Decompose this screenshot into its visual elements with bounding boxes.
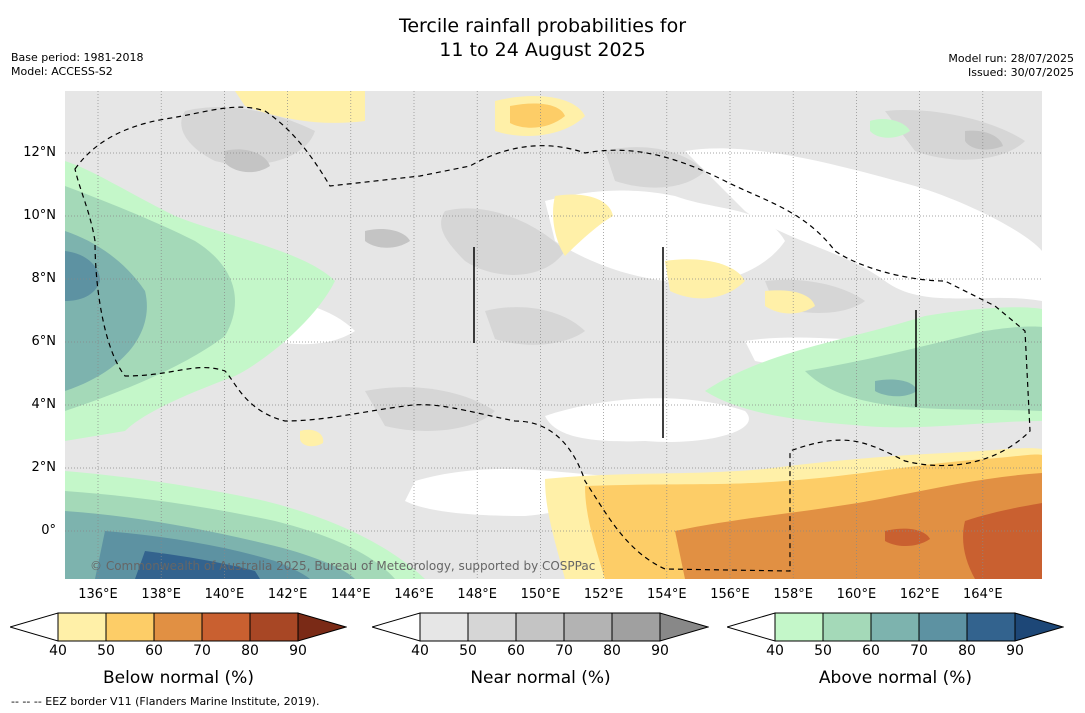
- probability-map: [65, 91, 1042, 579]
- colorbar-title: Near normal (%): [470, 668, 611, 688]
- gridlines: [65, 91, 1042, 579]
- colorbar-tick-label: 70: [910, 643, 928, 659]
- model-run: Model run: 28/07/2025: [948, 52, 1074, 65]
- colorbar-upper-arrow: [297, 612, 347, 642]
- y-tick-label: 8°N: [31, 271, 57, 286]
- above-normal-south-80: [135, 551, 260, 579]
- above-normal-east-50: [805, 326, 1042, 411]
- below-normal-north-patch: [235, 91, 365, 123]
- colorbar-segment: [105, 612, 155, 642]
- eez-footnote: -- -- -- EEZ border V11 (Flanders Marine…: [11, 695, 320, 708]
- colorbar: [727, 612, 1064, 642]
- colorbar-upper-arrow: [1014, 612, 1064, 642]
- colorbar-tick-label: 50: [459, 643, 477, 659]
- x-tick-label: 148°E: [457, 587, 497, 602]
- below-normal-70-area: [963, 503, 1042, 579]
- colorbar-segment: [563, 612, 613, 642]
- colorbar-tick-label: 90: [651, 643, 669, 659]
- eez-border: [74, 106, 1031, 572]
- colorbar-tick-label: 60: [862, 643, 880, 659]
- below-normal-small-patch: [300, 429, 324, 447]
- model-name: Model: ACCESS-S2: [11, 65, 113, 78]
- x-tick-label: 136°E: [78, 587, 118, 602]
- below-normal-north-patch-3: [510, 103, 565, 128]
- y-tick-label: 4°N: [31, 397, 57, 412]
- colorbar-segment: [249, 612, 299, 642]
- base-period: Base period: 1981-2018: [11, 51, 144, 64]
- colorbar-tick-label: 60: [507, 643, 525, 659]
- colorbar-lower-arrow: [727, 612, 776, 642]
- colorbar: [372, 612, 709, 642]
- colorbar-segment: [419, 612, 469, 642]
- below-normal-central-patch: [553, 194, 613, 256]
- x-tick-label: 144°E: [331, 587, 371, 602]
- colorbar-segment: [153, 612, 203, 642]
- colorbar-segment: [611, 612, 661, 642]
- colorbar-tick-label: 70: [193, 643, 211, 659]
- y-tick-label: 2°N: [31, 460, 57, 475]
- below-normal-central-patch-3: [765, 290, 815, 314]
- x-tick-label: 164°E: [963, 587, 1003, 602]
- colorbar-tick-label: 60: [145, 643, 163, 659]
- x-tick-label: 160°E: [836, 587, 877, 602]
- colorbar-segment: [870, 612, 920, 642]
- y-tick-label: 10°N: [23, 208, 56, 223]
- title-line-1: Tercile rainfall probabilities for: [398, 15, 687, 37]
- colorbar-tick-label: 40: [766, 643, 784, 659]
- colorbar-tick-label: 80: [603, 643, 621, 659]
- x-tick-label: 158°E: [773, 587, 813, 602]
- above-normal-east-60: [875, 379, 917, 397]
- colorbar-tick-label: 50: [97, 643, 115, 659]
- map-title: Tercile rainfall probabilities for 11 to…: [0, 14, 1085, 62]
- colorbar-segment: [515, 612, 565, 642]
- colorbar-lower-arrow: [372, 612, 421, 642]
- colorbar-segment: [201, 612, 251, 642]
- y-tick-label: 6°N: [31, 334, 57, 349]
- above-normal-north-patch: [870, 119, 910, 138]
- x-tick-label: 150°E: [520, 587, 561, 602]
- near-normal-60-areas: [225, 130, 1003, 248]
- colorbar-tick-label: 90: [1006, 643, 1024, 659]
- colorbar-tick-label: 70: [555, 643, 573, 659]
- meta-right: Model run: 28/07/2025 Issued: 30/07/2025: [948, 52, 1074, 80]
- x-tick-label: 138°E: [141, 587, 181, 602]
- near-normal-50-areas: [181, 107, 1025, 431]
- y-tick-label: 0°: [41, 523, 56, 538]
- x-tick-label: 154°E: [647, 587, 687, 602]
- meta-left: Base period: 1981-2018 Model: ACCESS-S2: [11, 51, 143, 79]
- x-tick-label: 156°E: [710, 587, 750, 602]
- colorbar-segment: [57, 612, 107, 642]
- colorbar-tick-label: 80: [958, 643, 976, 659]
- colorbar-lower-arrow: [10, 612, 59, 642]
- colorbar-tick-label: 80: [241, 643, 259, 659]
- colorbar-tick-label: 40: [411, 643, 429, 659]
- x-tick-label: 146°E: [394, 587, 434, 602]
- colorbar-segment: [966, 612, 1016, 642]
- colorbar-tick-label: 40: [49, 643, 67, 659]
- below-normal-70-patch: [885, 528, 930, 546]
- above-normal-west-70: [65, 251, 100, 301]
- title-line-2: 11 to 24 August 2025: [439, 39, 646, 61]
- issued-date: Issued: 30/07/2025: [967, 66, 1074, 79]
- x-tick-label: 152°E: [583, 587, 624, 602]
- colorbar-title: Above normal (%): [818, 668, 973, 688]
- colorbar-title: Below normal (%): [103, 668, 254, 688]
- colorbar-segment: [774, 612, 824, 642]
- colorbar-upper-arrow: [659, 612, 709, 642]
- colorbar-segment: [822, 612, 872, 642]
- colorbar-tick-label: 50: [814, 643, 832, 659]
- y-tick-label: 12°N: [23, 145, 56, 160]
- copyright-watermark: © Commonwealth of Australia 2025, Bureau…: [90, 559, 596, 573]
- x-tick-label: 140°E: [204, 587, 245, 602]
- colorbar-segment: [467, 612, 517, 642]
- colorbar-segment: [918, 612, 968, 642]
- colorbar-tick-label: 90: [289, 643, 307, 659]
- below-normal-60-area: [675, 473, 1042, 579]
- x-tick-label: 142°E: [267, 587, 308, 602]
- x-tick-label: 162°E: [899, 587, 940, 602]
- colorbar: [10, 612, 347, 642]
